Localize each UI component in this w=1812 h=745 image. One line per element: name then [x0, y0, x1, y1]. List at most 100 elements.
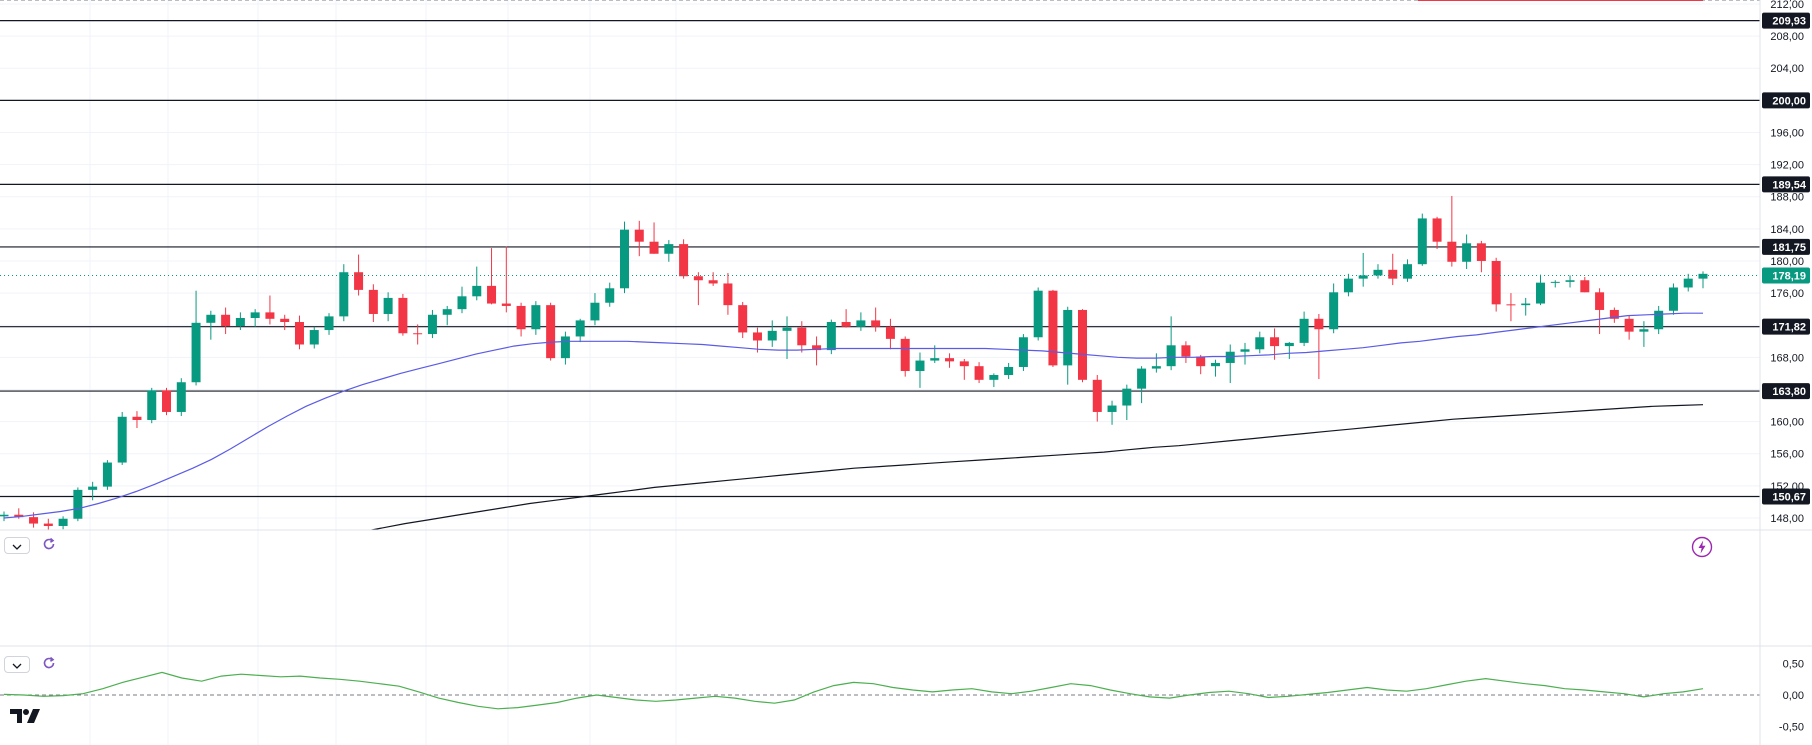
- axis-tick-label: 184,00: [1770, 224, 1804, 236]
- candle-body: [250, 312, 260, 318]
- candle: [1506, 293, 1516, 322]
- pane-dividers[interactable]: [0, 529, 1812, 647]
- candle: [1358, 252, 1368, 287]
- oscillator-collapse-button[interactable]: [4, 656, 30, 673]
- candle-body: [1004, 366, 1014, 376]
- candle: [1476, 240, 1486, 273]
- candle-body: [442, 309, 452, 315]
- candle-body: [1595, 292, 1605, 310]
- candle-body: [1624, 318, 1634, 332]
- candle: [73, 487, 83, 522]
- candle: [1092, 375, 1102, 422]
- candle: [1299, 311, 1309, 347]
- candle-body: [1609, 309, 1619, 319]
- price-badge: 171,82: [1762, 318, 1810, 335]
- candle: [812, 336, 822, 366]
- candle: [1668, 283, 1678, 315]
- oscillator-refresh-button[interactable]: [40, 656, 58, 674]
- candle: [1462, 234, 1472, 270]
- candle: [472, 266, 482, 301]
- candle: [782, 316, 792, 359]
- candle-body: [1166, 345, 1176, 367]
- grid-lines: [0, 0, 1760, 745]
- rsi-collapse-button[interactable]: [4, 537, 30, 554]
- candle: [1329, 283, 1339, 334]
- candle: [856, 312, 866, 331]
- price-level-badges: 209,93 200,00 189,54 181,75 171,82 163,80 150,…: [1762, 12, 1810, 505]
- candle: [162, 387, 172, 416]
- price-badge-bg: [1762, 238, 1810, 255]
- candle: [605, 282, 615, 307]
- candle-body: [531, 305, 541, 330]
- candle: [427, 309, 437, 339]
- axis-tick-label: 180,00: [1770, 256, 1804, 268]
- candle: [1639, 321, 1649, 347]
- candlestick-series[interactable]: [0, 195, 1708, 530]
- candle: [546, 302, 556, 361]
- axis-tick-label: 168,00: [1770, 352, 1804, 364]
- candle: [1624, 315, 1634, 340]
- candle-body: [1255, 337, 1265, 350]
- chevron-down-icon: [12, 537, 22, 555]
- candle: [88, 481, 98, 501]
- candle-body: [1565, 280, 1575, 282]
- candle: [1137, 366, 1147, 404]
- candle-body: [176, 382, 186, 412]
- candle-body: [871, 320, 881, 327]
- price-axis[interactable]: 212,00 208,00 204,00 200,00 196,00 192,00 188,…: [1759, 0, 1804, 745]
- candle: [797, 321, 807, 353]
- candle-body: [1683, 278, 1693, 288]
- candle: [501, 246, 511, 313]
- candle: [900, 336, 910, 377]
- candle-body: [915, 360, 925, 371]
- axis-tick-label: 0,50: [1783, 659, 1804, 671]
- price-badge-label: 200,00: [1772, 95, 1806, 107]
- candle: [1210, 359, 1220, 377]
- candle-body: [1077, 309, 1087, 380]
- ma200-line: [368, 404, 1704, 530]
- candle-body: [841, 322, 851, 327]
- candle-body: [1137, 368, 1147, 389]
- candle-body: [162, 390, 172, 412]
- candle-body: [235, 317, 245, 327]
- candle-body: [457, 296, 467, 310]
- candle: [1004, 362, 1014, 380]
- candle: [1403, 259, 1413, 282]
- axis-tick-label: 160,00: [1770, 417, 1804, 429]
- candle-body: [679, 244, 689, 277]
- price-badge: 150,67: [1762, 488, 1810, 505]
- candle-body: [1329, 292, 1339, 330]
- candle: [1284, 342, 1294, 359]
- candle-body: [885, 326, 895, 339]
- candle: [206, 310, 216, 340]
- price-badge-bg: [1762, 267, 1810, 284]
- candle: [457, 286, 467, 314]
- candle-body: [191, 322, 201, 383]
- candle-body: [1462, 243, 1472, 262]
- candle-body: [294, 322, 304, 345]
- candle: [250, 309, 260, 327]
- candle-body: [752, 332, 762, 341]
- candle-body: [1151, 366, 1161, 369]
- candle-body: [1018, 337, 1028, 367]
- price-badge-bg: [1762, 383, 1810, 400]
- candle-body: [989, 375, 999, 380]
- candle: [58, 516, 68, 530]
- rsi-refresh-button[interactable]: [40, 537, 58, 555]
- candle-body: [782, 327, 792, 331]
- candle: [442, 305, 452, 326]
- candle: [885, 318, 895, 350]
- tradingview-logo-icon[interactable]: [9, 708, 41, 729]
- candle: [1255, 331, 1265, 354]
- candle: [1447, 195, 1457, 267]
- candle: [1196, 354, 1206, 375]
- candle: [1018, 334, 1028, 371]
- lightning-icon[interactable]: [1691, 536, 1713, 558]
- candle-body: [1063, 309, 1073, 366]
- candle-body: [1225, 351, 1235, 363]
- candle: [708, 272, 718, 286]
- candle-body: [900, 338, 910, 371]
- price-badge-label: 150,67: [1772, 492, 1806, 504]
- candle: [1580, 277, 1590, 293]
